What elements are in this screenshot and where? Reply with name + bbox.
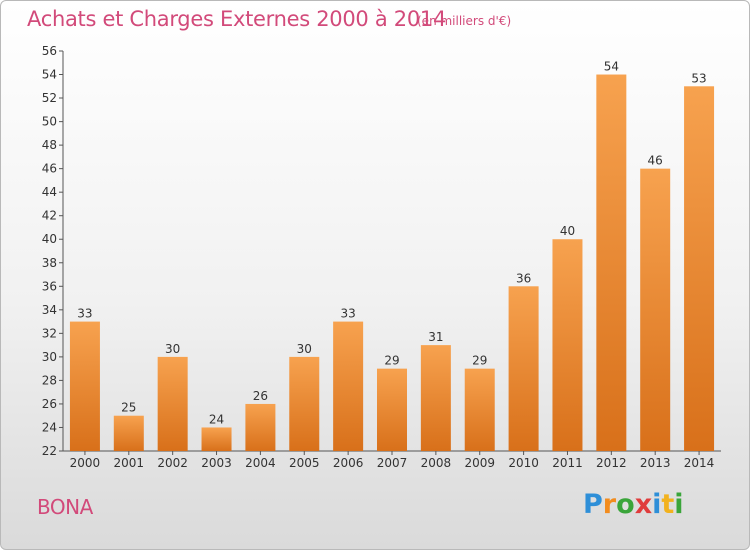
- bar: [420, 345, 451, 451]
- bar: [640, 168, 671, 451]
- x-tick-label: 2008: [421, 456, 452, 470]
- bar: [508, 286, 539, 451]
- bar-value-label: 36: [516, 271, 531, 285]
- bar-value-label: 29: [472, 354, 487, 368]
- logo-letter: i: [674, 489, 684, 520]
- bar-value-label: 53: [691, 71, 706, 85]
- bar: [157, 356, 188, 451]
- bar-value-label: 40: [560, 224, 575, 238]
- y-axis: 22 24 26 28 30 32 34 36 38 40 42 44 46 48 50 52 54 56: [42, 44, 64, 458]
- bar: [333, 321, 364, 451]
- bar: [684, 86, 715, 451]
- bar-value-label: 30: [297, 342, 312, 356]
- chart-title: Achats et Charges Externes 2000 à 2014: [27, 7, 447, 31]
- x-tick-label: 2006: [333, 456, 364, 470]
- bar-value-label: 30: [165, 342, 180, 356]
- logo-letter: r: [602, 489, 617, 520]
- x-tick-label: 2010: [508, 456, 539, 470]
- bar: [552, 239, 583, 451]
- y-tick-label: 24: [42, 420, 57, 434]
- y-tick-label: 26: [42, 397, 57, 411]
- x-tick-label: 2003: [201, 456, 232, 470]
- x-tick-label: 2009: [464, 456, 495, 470]
- bar-value-label: 33: [77, 307, 92, 321]
- y-tick-label: 54: [42, 68, 57, 82]
- y-tick-label: 34: [42, 303, 57, 317]
- y-tick-label: 32: [42, 326, 57, 340]
- x-axis: 2000 2001 2002 2003 2004 2005 2006 2007 2008 2009…: [63, 450, 721, 470]
- bar: [289, 356, 320, 451]
- bar: [464, 368, 495, 451]
- bar-value-label: 31: [428, 330, 443, 344]
- proxiti-logo: Proxiti: [583, 489, 684, 520]
- y-tick-label: 30: [42, 350, 57, 364]
- y-tick-label: 50: [42, 115, 57, 129]
- y-tick-label: 40: [42, 232, 57, 246]
- x-tick-label: 2004: [245, 456, 276, 470]
- bar: [69, 321, 100, 451]
- y-tick-label: 22: [42, 444, 57, 458]
- bars: 33 25 30 24 26 30 33 29 31 29 36 40 54 46 53: [69, 60, 715, 451]
- y-tick-label: 38: [42, 256, 57, 270]
- x-tick-label: 2013: [640, 456, 671, 470]
- bar-value-label: 54: [604, 60, 619, 74]
- bar-value-label: 24: [209, 412, 224, 426]
- bar: [596, 74, 627, 451]
- bar: [201, 427, 232, 451]
- y-tick-label: 46: [42, 162, 57, 176]
- commune-name: BONA: [37, 495, 93, 519]
- y-tick-label: 52: [42, 91, 57, 105]
- x-tick-label: 2012: [596, 456, 627, 470]
- x-tick-label: 2001: [114, 456, 145, 470]
- logo-letter: P: [583, 489, 603, 520]
- x-tick-label: 2014: [684, 456, 715, 470]
- logo-letter: x: [634, 489, 653, 520]
- logo-letter: o: [616, 489, 635, 520]
- y-tick-label: 48: [42, 138, 57, 152]
- y-tick-label: 42: [42, 209, 57, 223]
- bar: [377, 368, 407, 451]
- y-tick-label: 44: [42, 185, 57, 199]
- bar-value-label: 33: [340, 307, 355, 321]
- x-tick-label: 2005: [289, 456, 320, 470]
- y-tick-label: 56: [42, 44, 57, 58]
- x-tick-label: 2000: [70, 456, 101, 470]
- x-tick-label: 2011: [552, 456, 583, 470]
- bar-value-label: 46: [648, 154, 663, 168]
- x-tick-label: 2007: [377, 456, 408, 470]
- chart-subtitle: (en milliers d'€): [417, 14, 512, 28]
- bar-value-label: 29: [384, 354, 399, 368]
- bar: [113, 415, 144, 451]
- y-tick-label: 28: [42, 373, 57, 387]
- bar: [245, 403, 276, 451]
- logo-letter: i: [652, 489, 662, 520]
- bar-value-label: 26: [253, 389, 268, 403]
- x-tick-label: 2002: [157, 456, 188, 470]
- logo-letter: t: [661, 489, 675, 520]
- y-tick-label: 36: [42, 279, 57, 293]
- bar-value-label: 25: [121, 401, 136, 415]
